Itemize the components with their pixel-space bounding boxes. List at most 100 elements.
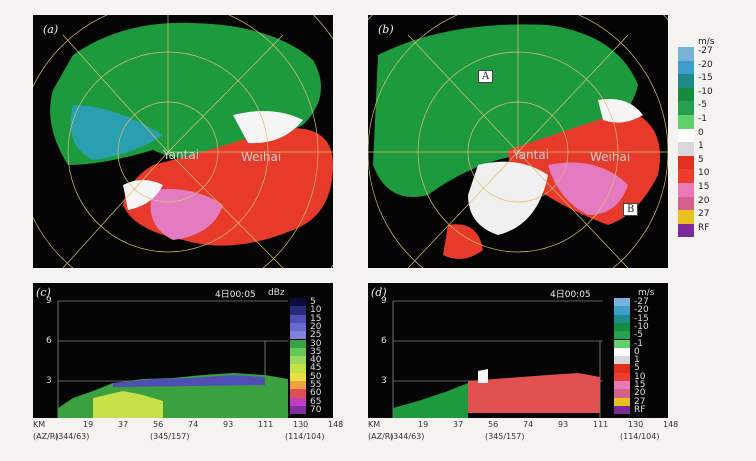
legend-value: 25: [310, 330, 322, 341]
ppi-a-radar-image: [33, 15, 333, 268]
legend-value: 40: [310, 355, 322, 366]
ppi-b-radar-image: [368, 15, 668, 268]
legend-value: 30: [310, 338, 322, 349]
legend-swatch: [678, 87, 694, 102]
legend-swatch: [290, 339, 306, 348]
velocity-legend-d: m/s -27 -20 -15 -10 -5 -1 0 1 5 10 15 20 27 RF: [612, 288, 662, 416]
legend-value: -20: [698, 59, 713, 70]
legend-value: 65: [310, 396, 322, 407]
legend-swatch: [614, 298, 630, 307]
km-label: KM: [33, 420, 46, 429]
x-tick: 93: [558, 420, 569, 429]
legend-swatch: [614, 339, 630, 348]
legend-unit: m/s: [638, 288, 655, 298]
echo-red: [468, 373, 600, 413]
legend-value: 20: [698, 195, 710, 206]
x-tick: 37: [453, 420, 464, 429]
legend-value: 45: [310, 363, 322, 374]
legend-swatch: [290, 306, 306, 315]
legend-swatch: [678, 47, 694, 61]
az-mark-1: (344/63): [390, 432, 425, 441]
x-tick: 130: [628, 420, 644, 429]
panel-label-c: (c): [36, 286, 51, 299]
legend-swatch: [678, 155, 694, 170]
legend-value: 0: [634, 346, 640, 357]
ppi-panel-a: (a) Yantai Weihai: [33, 15, 333, 268]
legend-value: 60: [310, 388, 322, 399]
y-tick-3: 3: [46, 376, 52, 386]
legend-value: 5: [310, 297, 316, 307]
range-rings: [368, 15, 668, 268]
legend-value: 50: [310, 371, 322, 382]
legend-value: RF: [634, 404, 646, 415]
legend-value: 5: [698, 154, 704, 165]
legend-value: -10: [698, 86, 713, 97]
az-mark-2: (345/157): [150, 432, 190, 441]
legend-swatch: [678, 101, 694, 115]
echo-cyan-region: [70, 105, 163, 160]
city-label-yantai: Yantai: [513, 148, 550, 162]
echo-green: [393, 383, 468, 418]
legend-swatch: [614, 381, 630, 390]
legend-swatch: [614, 372, 630, 381]
x-tick: 56: [153, 420, 164, 429]
legend-swatch: [678, 115, 694, 129]
x-tick: 111: [258, 420, 274, 429]
az-mark-2: (345/157): [485, 432, 525, 441]
x-tick: 148: [663, 420, 679, 429]
az-mark-3: (114/104): [285, 432, 325, 441]
legend-swatch: [614, 397, 630, 406]
panel-label-b: (b): [378, 23, 394, 36]
legend-value: 0: [698, 127, 704, 138]
legend-value: 1: [698, 141, 704, 152]
legend-value: -5: [698, 100, 707, 111]
y-tick-9: 9: [46, 296, 52, 306]
legend-swatch: [290, 356, 306, 365]
legend-unit: dBz: [268, 288, 285, 298]
echo-top-blue: [113, 375, 265, 387]
ppi-panel-b: (b) A B Yantai Weihai: [368, 15, 668, 268]
cross-section-d-image: [392, 300, 603, 418]
legend-value: 10: [698, 168, 710, 179]
legend-swatch: [678, 183, 694, 197]
legend-swatch: [614, 322, 630, 332]
legend-value: -27: [634, 297, 649, 307]
x-axis-d: KM (AZ/R) 19 37 56 74 93 111 130 148 (344/63) (…: [368, 420, 678, 450]
city-label-yantai: Yantai: [163, 148, 200, 162]
echo-red-south: [443, 224, 483, 259]
legend-value: -27: [698, 46, 713, 56]
legend-swatch: [678, 128, 694, 143]
city-label-weihai: Weihai: [241, 150, 282, 164]
legend-value: 15: [634, 380, 646, 390]
legend-swatch: [290, 397, 306, 406]
legend-value: 15: [310, 313, 322, 324]
echo-white-region-2: [233, 111, 303, 144]
x-tick: 37: [118, 420, 129, 429]
legend-value: -1: [698, 114, 707, 124]
marker-a: A: [478, 70, 494, 83]
legend-value: 70: [310, 404, 322, 415]
legend-value: -20: [634, 305, 649, 316]
legend-swatch: [614, 405, 630, 415]
legend-value: 20: [634, 388, 646, 399]
legend-swatch: [678, 223, 694, 238]
legend-value: 10: [634, 371, 646, 382]
time-label: 4日00:05: [550, 290, 591, 300]
cross-section-panel-c: (c) 4日00:05 9 6 3: [33, 283, 333, 418]
legend-swatch: [290, 322, 306, 332]
velocity-legend: m/s -27 -20 -15 -10 -5 -1 0 1 5 10 15 20 27 RF: [676, 33, 740, 243]
legend-swatch: [678, 60, 694, 75]
legend-swatch: [678, 196, 694, 211]
legend-swatch: [290, 364, 306, 373]
legend-value: 5: [634, 363, 640, 374]
x-tick: 111: [593, 420, 609, 429]
legend-value: -5: [634, 330, 643, 341]
x-tick: 19: [83, 420, 94, 429]
legend-value: RF: [698, 222, 710, 233]
legend-swatch: [614, 314, 630, 323]
legend-value: 27: [698, 209, 710, 220]
legend-value: 15: [698, 182, 710, 192]
legend-swatch: [290, 314, 306, 323]
legend-value: -1: [634, 338, 643, 349]
panel-label-a: (a): [43, 23, 59, 36]
